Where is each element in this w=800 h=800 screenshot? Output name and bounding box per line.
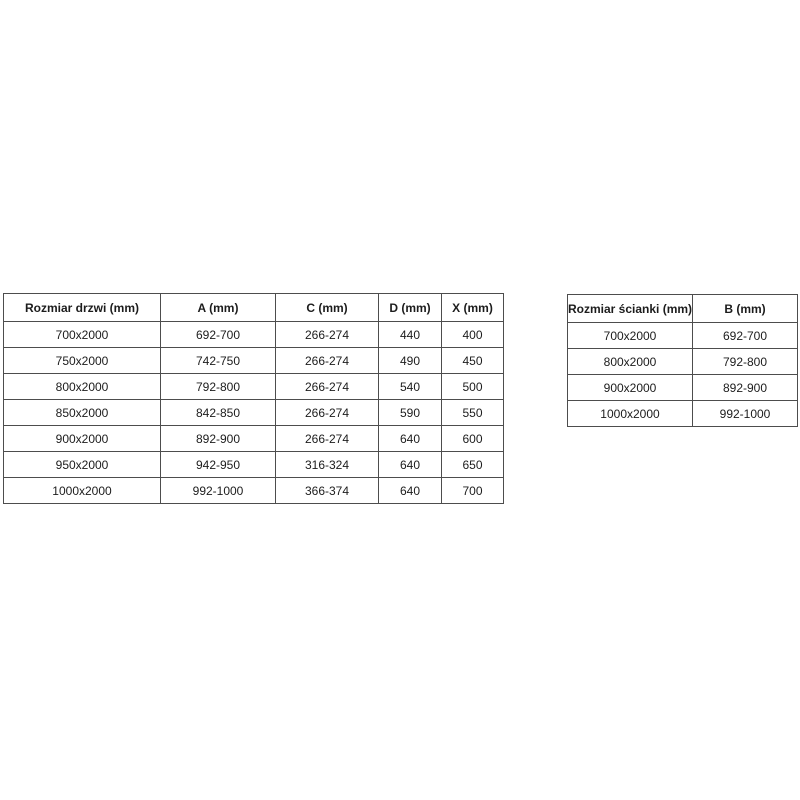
cell-d: 640 <box>378 425 442 452</box>
cell-b: 692-700 <box>692 322 798 349</box>
wall-table-header-row: Rozmiar ścianki (mm) B (mm) <box>567 294 798 323</box>
wall-dimensions-table: Rozmiar ścianki (mm) B (mm) 700x2000 692… <box>567 294 798 427</box>
cell-size: 1000x2000 <box>567 400 693 427</box>
table-row: 800x2000 792-800 <box>567 348 798 375</box>
cell-c: 266-274 <box>275 347 379 374</box>
cell-b: 892-900 <box>692 374 798 401</box>
door-table-header-a: A (mm) <box>160 293 276 322</box>
table-row: 700x2000 692-700 266-274 440 400 <box>3 321 504 348</box>
cell-x: 700 <box>441 477 504 504</box>
wall-table-header-size: Rozmiar ścianki (mm) <box>567 294 693 323</box>
table-row: 950x2000 942-950 316-324 640 650 <box>3 451 504 478</box>
door-table-header-size: Rozmiar drzwi (mm) <box>3 293 161 322</box>
cell-size: 900x2000 <box>3 425 161 452</box>
cell-a: 892-900 <box>160 425 276 452</box>
door-table-header-x: X (mm) <box>441 293 504 322</box>
cell-x: 450 <box>441 347 504 374</box>
cell-size: 800x2000 <box>567 348 693 375</box>
cell-a: 842-850 <box>160 399 276 426</box>
cell-size: 800x2000 <box>3 373 161 400</box>
cell-c: 266-274 <box>275 373 379 400</box>
cell-b: 992-1000 <box>692 400 798 427</box>
cell-size: 850x2000 <box>3 399 161 426</box>
cell-d: 540 <box>378 373 442 400</box>
cell-size: 750x2000 <box>3 347 161 374</box>
cell-x: 500 <box>441 373 504 400</box>
door-table-header-c: C (mm) <box>275 293 379 322</box>
table-row: 1000x2000 992-1000 366-374 640 700 <box>3 477 504 504</box>
table-row: 850x2000 842-850 266-274 590 550 <box>3 399 504 426</box>
cell-size: 1000x2000 <box>3 477 161 504</box>
cell-x: 550 <box>441 399 504 426</box>
table-row: 1000x2000 992-1000 <box>567 400 798 427</box>
wall-table-header-b: B (mm) <box>692 294 798 323</box>
cell-x: 650 <box>441 451 504 478</box>
cell-a: 942-950 <box>160 451 276 478</box>
cell-a: 692-700 <box>160 321 276 348</box>
cell-c: 266-274 <box>275 399 379 426</box>
table-row: 900x2000 892-900 <box>567 374 798 401</box>
cell-c: 266-274 <box>275 321 379 348</box>
cell-size: 900x2000 <box>567 374 693 401</box>
cell-size: 700x2000 <box>3 321 161 348</box>
cell-d: 490 <box>378 347 442 374</box>
cell-a: 742-750 <box>160 347 276 374</box>
cell-d: 440 <box>378 321 442 348</box>
cell-a: 792-800 <box>160 373 276 400</box>
door-dimensions-table: Rozmiar drzwi (mm) A (mm) C (mm) D (mm) … <box>3 293 504 504</box>
cell-c: 366-374 <box>275 477 379 504</box>
cell-d: 590 <box>378 399 442 426</box>
cell-x: 400 <box>441 321 504 348</box>
cell-c: 316-324 <box>275 451 379 478</box>
table-row: 800x2000 792-800 266-274 540 500 <box>3 373 504 400</box>
table-row: 750x2000 742-750 266-274 490 450 <box>3 347 504 374</box>
cell-d: 640 <box>378 451 442 478</box>
cell-d: 640 <box>378 477 442 504</box>
door-table-header-row: Rozmiar drzwi (mm) A (mm) C (mm) D (mm) … <box>3 293 504 322</box>
cell-size: 700x2000 <box>567 322 693 349</box>
cell-a: 992-1000 <box>160 477 276 504</box>
cell-size: 950x2000 <box>3 451 161 478</box>
table-row: 900x2000 892-900 266-274 640 600 <box>3 425 504 452</box>
cell-b: 792-800 <box>692 348 798 375</box>
cell-x: 600 <box>441 425 504 452</box>
door-table-header-d: D (mm) <box>378 293 442 322</box>
cell-c: 266-274 <box>275 425 379 452</box>
table-row: 700x2000 692-700 <box>567 322 798 349</box>
